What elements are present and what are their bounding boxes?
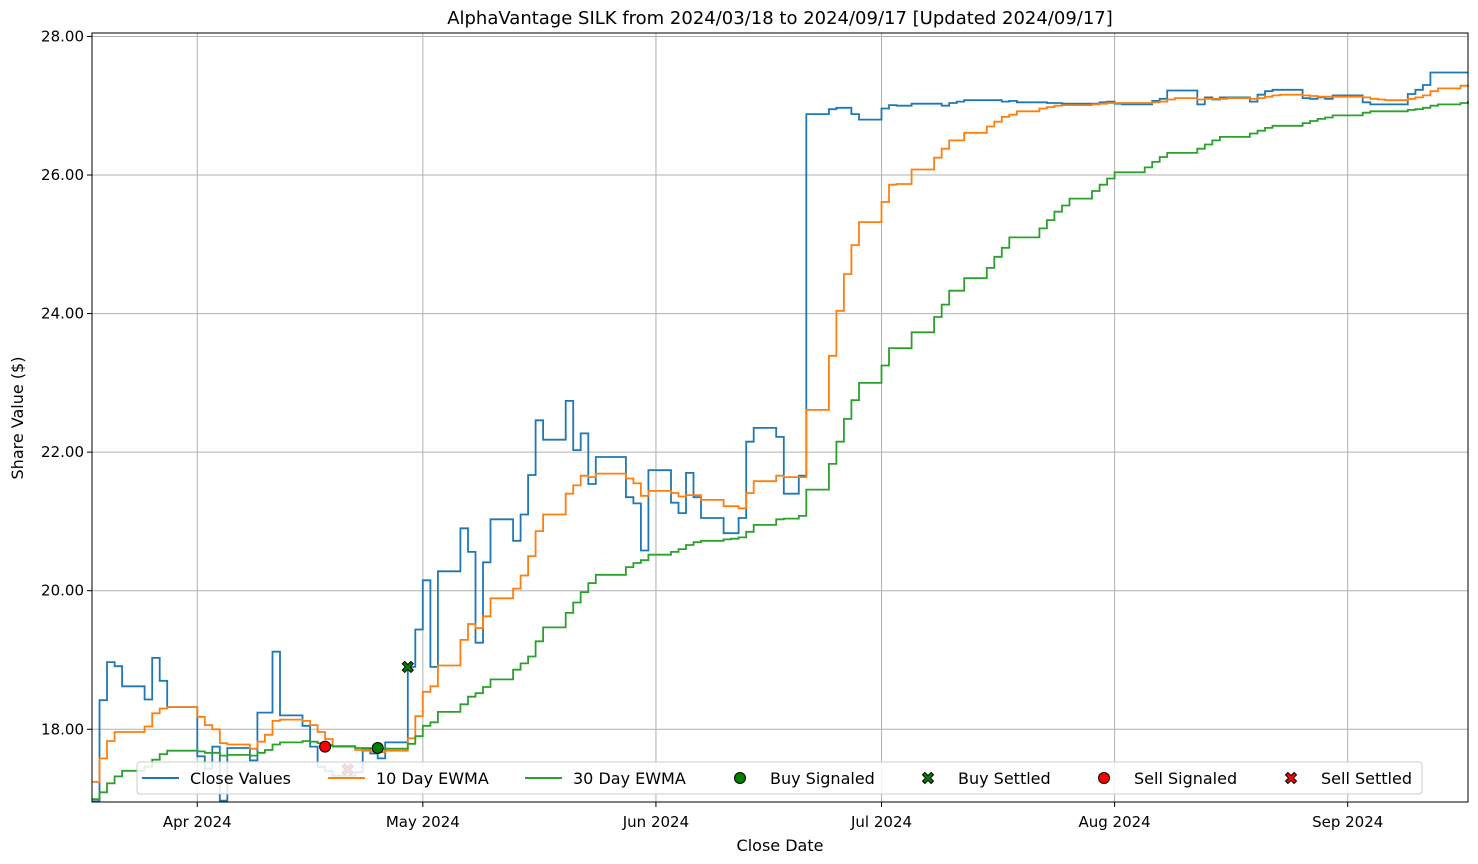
- marker-buy-signaled: [371, 741, 384, 754]
- legend-label-sell-settled: Sell Settled: [1321, 769, 1412, 788]
- legend-swatch-sell-settled: [1284, 771, 1298, 785]
- legend-label-buy-settled: Buy Settled: [958, 769, 1051, 788]
- y-tick-label: 28.00: [41, 27, 84, 45]
- legend-label-buy-signaled: Buy Signaled: [770, 769, 875, 788]
- x-tick-label: Jun 2024: [622, 813, 689, 831]
- series-line-30-day-ewma: [92, 100, 1469, 801]
- legend: Close Values 10 Day EWMA 30 Day EWMA Buy Si…: [136, 761, 1423, 795]
- grid-lines: [92, 33, 1468, 802]
- x-axis-label: Close Date: [737, 836, 824, 855]
- marker-layer: [319, 660, 415, 776]
- y-tick-label: 22.00: [41, 443, 84, 461]
- x-tick-label: Aug 2024: [1078, 813, 1150, 831]
- chart-title: AlphaVantage SILK from 2024/03/18 to 202…: [447, 8, 1113, 29]
- marker-sell-signaled: [319, 740, 332, 753]
- x-axis-ticks: Apr 2024 May 2024 Jun 2024 Jul 2024 Aug 2024…: [163, 802, 1383, 831]
- legend-label-close-values: Close Values: [190, 769, 291, 788]
- y-tick-label: 18.00: [41, 720, 84, 738]
- legend-box: [136, 761, 1423, 795]
- legend-label-sell-signaled: Sell Signaled: [1134, 769, 1237, 788]
- y-tick-label: 26.00: [41, 166, 84, 184]
- y-axis-label: Share Value ($): [8, 357, 27, 480]
- legend-swatch-buy-signaled: [734, 772, 746, 784]
- marker-buy-settled: [401, 660, 415, 674]
- plot-frame: [91, 32, 1469, 803]
- y-tick-label: 20.00: [41, 582, 84, 600]
- legend-label-30-day-ewma: 30 Day EWMA: [573, 769, 686, 788]
- x-tick-label: Jul 2024: [850, 813, 912, 831]
- legend-swatch-buy-settled: [921, 771, 935, 785]
- series-line-close-values: [92, 71, 1468, 803]
- series-line-10-day-ewma: [92, 84, 1469, 783]
- y-tick-label: 24.00: [41, 305, 84, 323]
- y-axis-ticks: 18.00 20.00 22.00 24.00 26.00 28.00: [41, 27, 92, 738]
- legend-label-10-day-ewma: 10 Day EWMA: [376, 769, 489, 788]
- x-tick-label: Apr 2024: [163, 813, 232, 831]
- series-layer: [92, 71, 1469, 803]
- x-tick-label: May 2024: [386, 813, 460, 831]
- legend-swatch-sell-signaled: [1098, 772, 1110, 784]
- x-tick-label: Sep 2024: [1312, 813, 1383, 831]
